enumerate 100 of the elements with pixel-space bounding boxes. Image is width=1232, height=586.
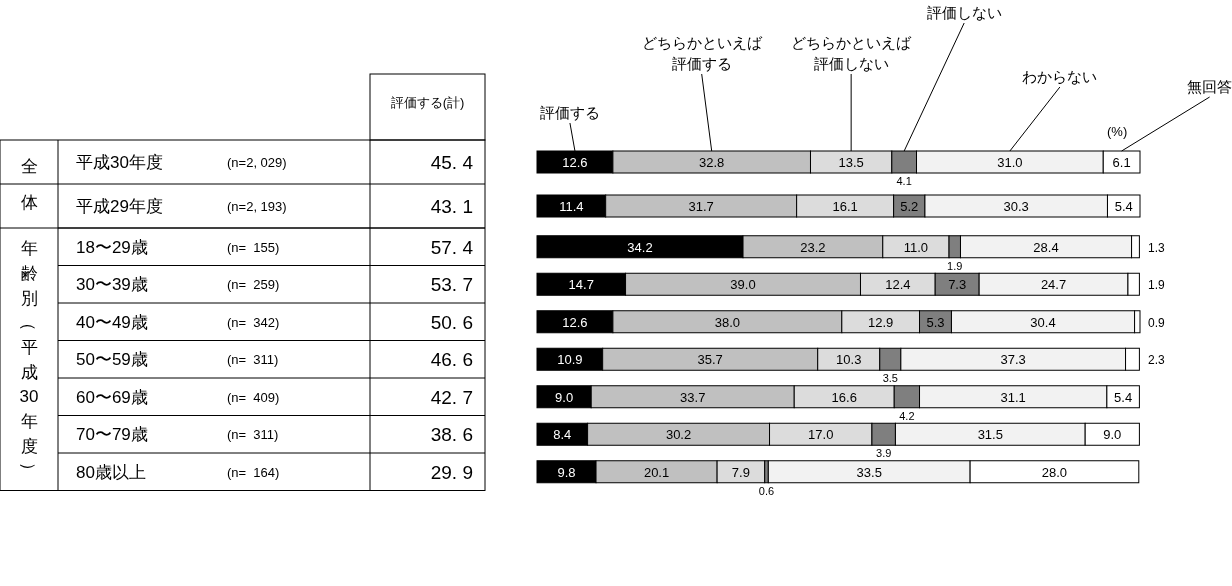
text: (n=2, 193) [227,199,287,214]
bar [893,385,921,409]
bar [716,460,766,484]
y-tick-label: 70〜79歳 [76,425,148,445]
text: 50. 6 [430,311,473,333]
data-label: 5.4 [1114,199,1133,214]
data-label: 7.9 [731,464,750,480]
data-label: 5.4 [1114,389,1133,405]
data-label: 0.6 [758,484,775,497]
bar [742,235,884,259]
data-label: 3.9 [876,447,892,460]
y-tick-label: 80歳以上 [76,462,146,482]
data-label: 12.6 [562,314,588,330]
bar [934,272,980,296]
data-label: 34.2 [627,239,653,255]
data-label: 7.3 [948,277,967,293]
bar [1127,272,1140,296]
text: (n= 259) [227,277,280,293]
data-label: 20.1 [643,464,670,480]
data-label: 9.0 [555,389,574,405]
data-label: 31.5 [977,427,1003,443]
text: 38. 6 [430,424,473,446]
text: 45. 4 [430,152,473,173]
data-label: 9.0 [1103,427,1122,443]
series-label: 評価する [539,104,600,121]
data-label: 31.7 [688,199,714,214]
bar [536,385,592,409]
y-tick-label: 平成29年度 [76,197,163,216]
bar [859,272,936,296]
data-label: 6.1 [1112,155,1131,170]
data-label: 16.1 [832,199,858,214]
data-label: 3.5 [882,372,898,385]
data-label: 11.0 [903,239,929,255]
text: (n= 409) [227,389,280,405]
text: 無回答 [1187,78,1232,95]
bar [978,272,1129,296]
data-label: 17.0 [808,427,834,443]
y-tick-label: 40〜49歳 [76,312,148,332]
bar [536,422,589,446]
data-label: 39.0 [730,277,756,293]
data-label: 4.2 [899,409,915,422]
data-label: 10.9 [557,352,583,368]
bar [841,310,921,334]
bar [595,460,718,484]
data-label: 2.3 [1148,353,1166,368]
data-label: 16.6 [831,389,857,405]
data-label: 12.9 [868,314,894,330]
data-label: 37.3 [1000,352,1026,368]
data-label: 1.9 [1148,278,1166,293]
text: 全体 [20,157,38,212]
bar [1106,385,1140,409]
y-tick-label: 平成30年度 [76,153,163,172]
data-label: 13.5 [838,155,864,170]
bar [950,310,1136,334]
data-label: 12.4 [885,277,911,293]
data-label: 38.0 [714,314,741,330]
y-tick-label: 30〜39歳 [76,275,148,295]
bar [894,422,1086,446]
data-label: 35.7 [697,352,723,368]
bar [959,235,1133,259]
data-label: 28.0 [1041,464,1068,480]
bar [536,235,744,259]
data-label: 33.7 [680,389,706,405]
bar [536,347,604,371]
data-label: 33.5 [856,464,882,480]
text: 53. 7 [430,274,473,296]
data-label: 28.4 [1033,239,1059,255]
bar [536,310,614,334]
text: (n= 164) [227,464,280,480]
text: (n= 311) [227,427,279,443]
y-tick-label: 18〜29歳 [76,237,148,257]
text: 年齢別（平成30年度） [19,239,39,479]
data-label: 1.9 [947,259,963,272]
bar [817,347,881,371]
data-label: 32.8 [699,155,725,170]
data-label: 30.4 [1030,314,1056,330]
text: 評価しない [926,4,1002,21]
data-label: 30.3 [1003,199,1029,214]
text: (n= 155) [227,239,280,255]
bar [1131,235,1140,259]
data-label: 5.3 [926,314,945,330]
bar [590,385,795,409]
bar [1125,347,1140,371]
bar [793,385,895,409]
bar [1084,422,1140,446]
bar [969,460,1140,484]
data-label: 24.7 [1040,277,1067,293]
text: どちらかといえば評価する [641,34,762,72]
y-tick-label: 60〜69歳 [76,387,148,407]
data-label: 11.4 [559,199,584,214]
y-tick-label: 50〜59歳 [76,350,148,370]
text: 43. 1 [430,196,473,217]
text: どちらかといえば評価しない [791,34,912,72]
bar [612,310,843,334]
text: わからない [1022,68,1098,85]
data-label: 30.2 [665,427,692,443]
bar [769,422,873,446]
data-label: 10.3 [836,352,862,368]
bar [871,422,896,446]
data-label: 1.3 [1148,240,1166,255]
